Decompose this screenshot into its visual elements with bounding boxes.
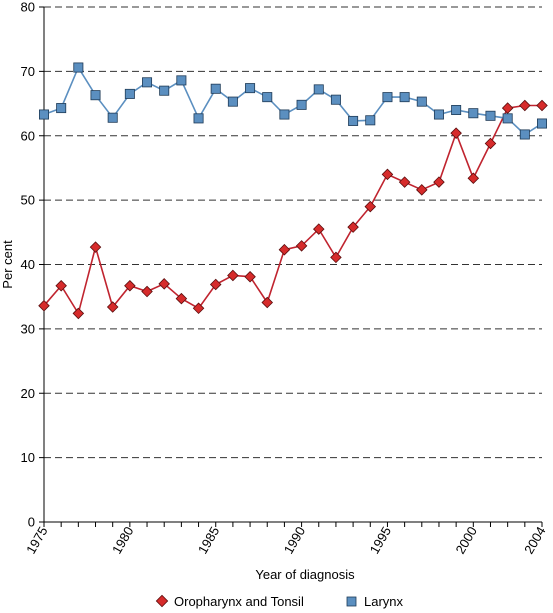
point-oropharynx-1991 [312, 223, 325, 235]
point-oropharynx-1988 [261, 296, 274, 309]
point-oropharynx-2004 [536, 99, 548, 112]
y-tick-label-0: 0 [28, 515, 35, 530]
series-markers [38, 62, 548, 320]
legend-swatch-oropharynx [155, 594, 169, 608]
point-oropharynx-1990 [295, 240, 308, 252]
point-oropharynx-1975 [38, 299, 50, 312]
point-larynx-1980 [124, 88, 135, 99]
y-tick-label-80: 80 [21, 0, 35, 15]
point-oropharynx-1999 [450, 127, 462, 139]
point-larynx-1995 [382, 92, 393, 103]
point-larynx-1996 [399, 92, 410, 103]
gridlines [44, 6, 542, 459]
legend-item-oropharynx: Oropharynx and Tonsil [155, 594, 304, 609]
y-tick-label-20: 20 [21, 386, 35, 401]
point-larynx-2002 [502, 113, 513, 124]
point-larynx-1981 [142, 77, 153, 88]
point-oropharynx-2002 [501, 102, 514, 114]
point-oropharynx-1982 [158, 278, 170, 290]
series-line-oropharynx [43, 104, 542, 316]
point-larynx-1983 [176, 75, 187, 86]
point-oropharynx-2003 [519, 99, 531, 112]
x-tick-label-1980: 1980 [109, 524, 136, 557]
series-line-larynx [43, 65, 543, 136]
y-tick-label-70: 70 [21, 64, 35, 79]
point-larynx-1994 [365, 115, 376, 126]
y-tick-label-40: 40 [21, 257, 35, 272]
point-larynx-1985 [210, 83, 221, 94]
series-lines [43, 65, 543, 316]
point-oropharynx-1984 [192, 302, 205, 315]
point-oropharynx-1985 [209, 278, 222, 291]
point-oropharynx-1997 [416, 184, 428, 196]
point-oropharynx-1994 [364, 200, 377, 213]
point-oropharynx-1996 [398, 176, 411, 188]
legend-label-oropharynx: Oropharynx and Tonsil [174, 594, 304, 609]
point-oropharynx-1976 [55, 279, 67, 292]
x-axis-ticks: 1975 1980 1985 1990 1995 2000 2004 [23, 522, 549, 557]
point-larynx-1988 [262, 92, 273, 103]
point-oropharynx-2001 [484, 137, 497, 150]
point-oropharynx-1983 [175, 292, 188, 305]
x-tick-label-2004: 2004 [521, 524, 548, 557]
x-tick-label-2000: 2000 [452, 524, 479, 557]
y-axis-ticks: 0 10 20 30 40 50 60 70 80 [21, 0, 44, 530]
legend-item-larynx: Larynx [346, 594, 404, 609]
point-oropharynx-1978 [89, 241, 102, 253]
point-larynx-1998 [433, 109, 444, 120]
point-oropharynx-1986 [227, 269, 239, 282]
point-oropharynx-2000 [467, 172, 480, 185]
point-larynx-1989 [279, 109, 290, 120]
point-larynx-1982 [159, 85, 170, 96]
x-tick-label-1995: 1995 [367, 524, 394, 557]
point-oropharynx-1995 [381, 168, 394, 181]
point-larynx-2004 [537, 118, 548, 129]
point-oropharynx-1987 [244, 270, 256, 283]
point-larynx-1978 [90, 90, 101, 101]
y-tick-label-50: 50 [21, 193, 35, 208]
point-larynx-1976 [56, 103, 67, 114]
point-larynx-1977 [73, 62, 84, 73]
point-larynx-1992 [330, 94, 341, 105]
point-oropharynx-1998 [433, 176, 445, 188]
legend-swatch-larynx [346, 596, 357, 607]
x-tick-label-1990: 1990 [281, 524, 308, 557]
point-oropharynx-1981 [141, 285, 153, 298]
point-larynx-1990 [296, 99, 307, 110]
point-larynx-2000 [468, 108, 479, 119]
point-larynx-1986 [227, 96, 238, 107]
point-oropharynx-1992 [330, 251, 342, 264]
legend-label-larynx: Larynx [364, 594, 404, 609]
x-axis-label: Year of diagnosis [255, 567, 355, 582]
point-larynx-1979 [107, 112, 118, 123]
point-larynx-1993 [348, 115, 359, 126]
y-tick-label-60: 60 [21, 128, 35, 143]
point-larynx-1975 [39, 109, 50, 120]
point-larynx-2003 [519, 129, 530, 140]
y-tick-label-30: 30 [21, 321, 35, 336]
point-larynx-1991 [313, 84, 324, 95]
legend: Oropharynx and Tonsil Larynx [155, 594, 404, 609]
point-oropharynx-1980 [124, 279, 136, 292]
point-larynx-1984 [193, 113, 204, 124]
point-oropharynx-1989 [278, 243, 291, 256]
x-tick-label-1985: 1985 [195, 524, 222, 557]
point-oropharynx-1993 [347, 221, 359, 233]
y-axis-label: Per cent [0, 240, 15, 289]
point-oropharynx-1979 [106, 301, 119, 313]
point-larynx-1997 [416, 96, 427, 107]
point-larynx-1999 [451, 105, 462, 116]
y-tick-label-10: 10 [21, 450, 35, 465]
point-larynx-2001 [485, 110, 496, 121]
point-larynx-1987 [245, 83, 256, 94]
point-oropharynx-1977 [72, 307, 85, 320]
